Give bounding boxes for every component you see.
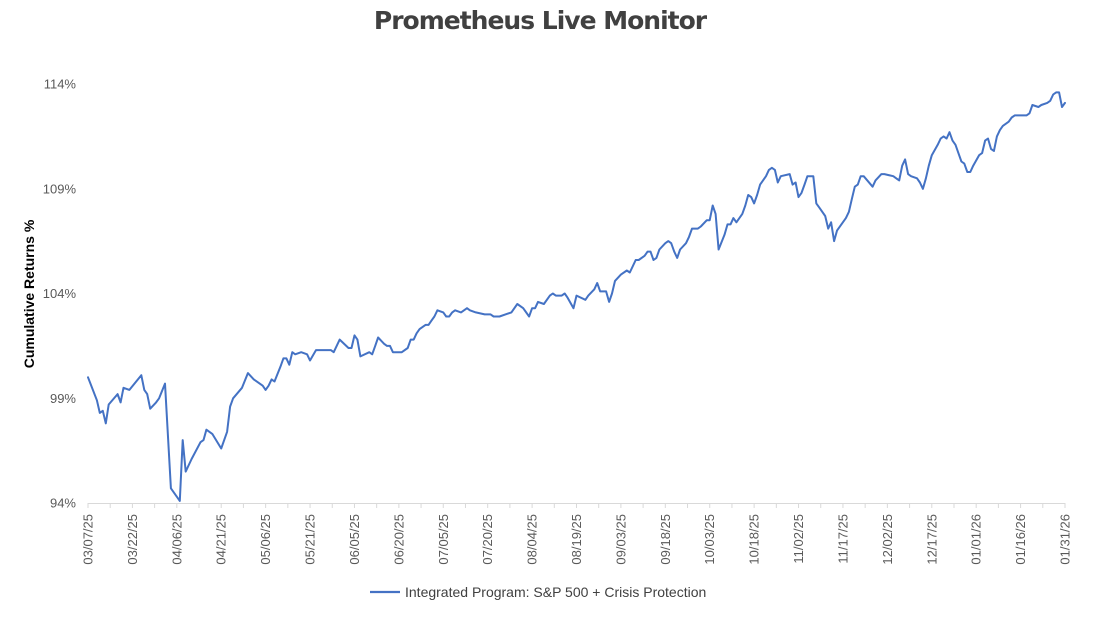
y-tick-label: 114% <box>44 77 77 92</box>
x-tick-label: 03/07/25 <box>81 514 96 565</box>
legend-label: Integrated Program: S&P 500 + Crisis Pro… <box>405 584 706 600</box>
x-tick-label: 01/01/26 <box>969 514 984 565</box>
legend: Integrated Program: S&P 500 + Crisis Pro… <box>370 584 706 600</box>
x-tick-label: 07/20/25 <box>480 514 495 565</box>
y-tick-label: 104% <box>43 286 77 301</box>
series-line <box>87 91 1066 502</box>
chart-title: Prometheus Live Monitor <box>374 6 708 35</box>
x-tick-label: 04/21/25 <box>214 514 229 565</box>
x-tick-label: 06/20/25 <box>391 514 406 565</box>
x-tick-label: 11/02/25 <box>791 514 806 564</box>
x-tick-label: 07/05/25 <box>436 514 451 565</box>
x-axis-tick-labels: 03/07/25 03/22/25 04/06/25 04/21/25 05/06/25… <box>81 514 1073 565</box>
x-tick-label: 01/16/26 <box>1013 514 1028 565</box>
x-tick-label: 12/02/25 <box>880 514 895 565</box>
x-tick-label: 08/19/25 <box>569 514 584 565</box>
x-tick-label: 01/31/26 <box>1058 514 1073 565</box>
x-tick-label: 04/06/25 <box>169 514 184 565</box>
y-tick-label: 94% <box>50 496 76 511</box>
x-tick-label: 11/17/25 <box>835 514 850 564</box>
y-axis-title: Cumulative Returns % <box>21 219 37 368</box>
x-tick-label: 10/03/25 <box>702 514 717 565</box>
x-tick-label: 06/05/25 <box>347 514 362 565</box>
x-tick-label: 12/17/25 <box>924 514 939 565</box>
x-tick-label: 09/18/25 <box>658 514 673 565</box>
y-tick-label: 99% <box>50 391 76 406</box>
x-tick-label: 05/21/25 <box>303 514 318 565</box>
x-axis <box>87 503 1066 508</box>
x-tick-label: 09/03/25 <box>613 514 628 565</box>
y-tick-label: 109% <box>43 181 77 196</box>
x-tick-label: 10/18/25 <box>747 514 762 565</box>
x-tick-label: 08/04/25 <box>525 514 540 565</box>
x-tick-label: 03/22/25 <box>125 514 140 565</box>
x-tick-label: 05/06/25 <box>258 514 273 565</box>
y-axis: 94% 99% 104% 109% 114% <box>43 77 77 511</box>
